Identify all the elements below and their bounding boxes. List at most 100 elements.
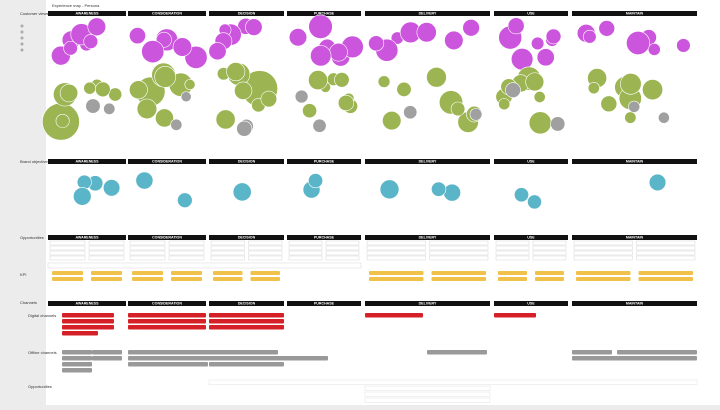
kpi-pill [431,271,486,275]
view-bubble [525,72,545,92]
view-bubble [83,34,99,49]
kpi-pill [498,277,527,281]
column-header-label: DECISION [238,12,256,16]
opportunity-box [366,250,426,256]
offline-channel [128,362,208,367]
view-bubble [308,70,328,91]
digital-channel [209,313,284,318]
view-bubble [154,66,177,88]
view-bubble [533,91,546,103]
kpi-pill [132,271,163,275]
digital-channel [209,325,284,330]
view-bubble [215,109,236,130]
column-header-label: DELIVERY [419,160,437,164]
digital-channel [128,313,206,318]
kpi-pill [535,271,564,275]
column-header-label: USE [527,302,535,306]
channel-opportunity [364,385,491,391]
column-header-label: PURCHASE [314,236,335,240]
row-label: Opportunities [28,384,52,389]
digital-channel [494,313,536,318]
column-header-label: AWARENESS [76,302,100,306]
view-bubble [260,90,278,108]
row-label: Customer views [20,11,48,16]
view-bubble [498,98,511,111]
objective-bubble [135,171,154,190]
objective-bubble [76,174,92,190]
row-label: Brand objectives [20,159,50,164]
kpi-pill [52,277,83,281]
view-bubble [536,48,555,67]
row-label: Opportunities [20,235,44,240]
opportunity-box [288,250,323,256]
view-bubble [403,105,418,120]
opportunity-box [532,250,567,256]
column-header-label: CONSIDERATION [152,160,182,164]
column-header [209,11,284,16]
column-header [48,301,126,306]
offline-channel [62,368,92,373]
column-header [287,301,361,306]
column-header [572,235,697,240]
column-header-label: DELIVERY [419,302,437,306]
view-bubble [172,37,192,57]
view-bubble [628,100,641,113]
opportunity-box [573,245,633,251]
view-bubble [87,17,107,37]
opportunity-box [248,245,283,251]
view-bubble [155,108,174,128]
opportunity-box [495,240,530,246]
legend-dot [20,30,24,34]
view-bubble [308,14,333,39]
channel-opportunity [364,391,491,397]
view-bubble [129,27,146,45]
opportunity-box [168,240,205,246]
opportunity-box [495,255,530,261]
view-bubble [676,38,691,53]
view-bubble [450,101,466,117]
view-bubble [180,91,192,103]
column-header-label: DELIVERY [419,236,437,240]
view-bubble [245,18,263,36]
kpi-pill [250,271,280,275]
column-header [287,235,361,240]
opportunity-box [168,250,205,256]
view-bubble [426,66,447,88]
opportunity-box [248,250,283,256]
digital-channel [88,313,114,318]
kpi-pill [638,271,693,275]
column-header-label: PURCHASE [314,302,335,306]
view-bubble [136,98,158,120]
objective-bubble [177,192,193,208]
view-bubble [329,42,348,62]
opportunity-box [210,240,245,246]
view-bubble [624,111,637,124]
opportunity-box [636,250,696,256]
view-bubble [462,19,480,37]
column-header-label: DECISION [238,236,256,240]
column-header-label: AWARENESS [76,160,100,164]
view-bubble [505,82,521,98]
column-header-label: USE [527,12,535,16]
view-bubble [83,81,97,95]
opportunity-box [636,245,696,251]
column-header [494,159,568,164]
view-bubble [626,31,651,55]
view-bubble [642,79,664,101]
opportunity-box [210,245,245,251]
view-bubble [103,102,116,115]
kpi-pill [171,277,202,281]
view-bubble [334,72,350,88]
view-bubble [550,116,566,132]
opportunity-box [429,245,489,251]
column-header-label: PURCHASE [314,160,335,164]
objective-bubble [648,173,667,192]
objective-bubble [232,182,252,202]
opportunity-box [129,250,166,256]
kpi-pill [213,271,243,275]
opportunity-box [532,245,567,251]
column-header-label: DECISION [238,160,256,164]
digital-channel [88,319,114,324]
column-header-label: DECISION [238,302,256,306]
column-header [128,235,206,240]
